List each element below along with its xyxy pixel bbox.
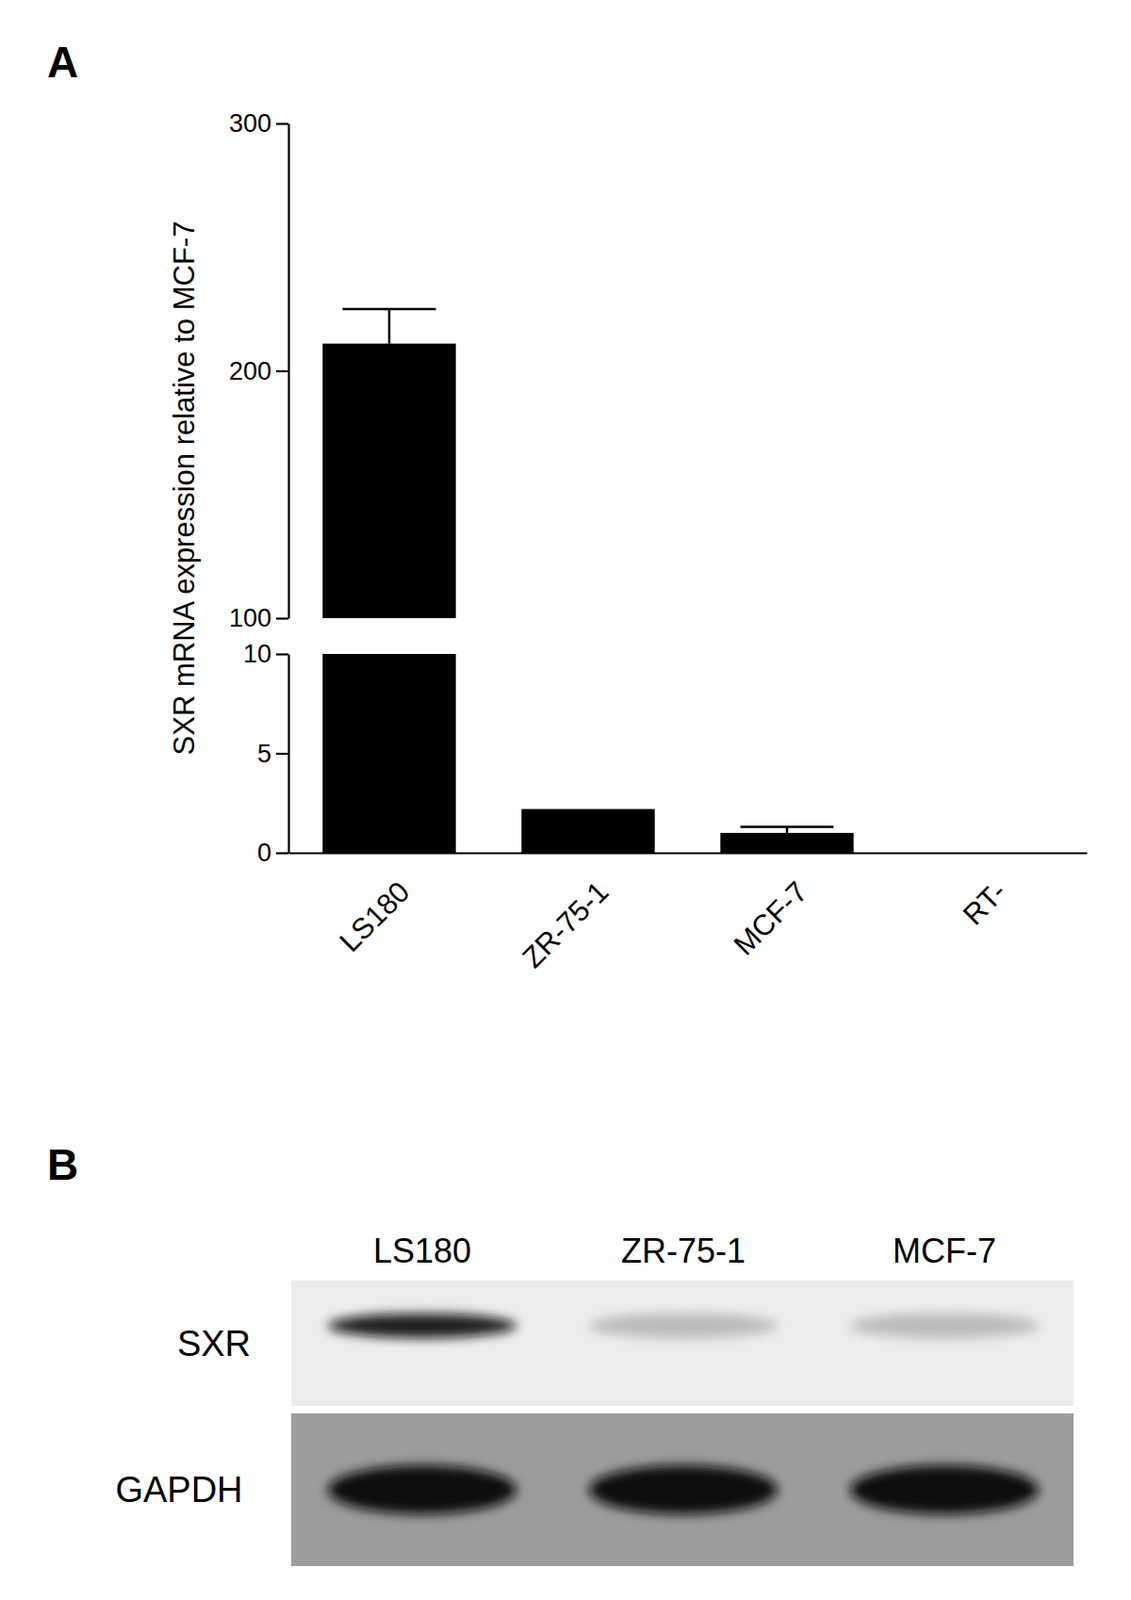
y-tick-label: 10	[243, 639, 272, 669]
bar	[720, 833, 853, 853]
x-tick-label: ZR-75-1	[515, 875, 615, 975]
y-tick-mark	[276, 370, 289, 373]
blot-band	[589, 1465, 778, 1515]
bar	[322, 344, 456, 619]
y-tick: 100	[229, 604, 289, 633]
lane-label: LS180	[373, 1231, 472, 1271]
x-tick: RT-	[956, 852, 1014, 932]
blot-strip	[291, 1413, 1074, 1567]
bar	[322, 654, 456, 853]
y-tick-mark	[276, 122, 289, 125]
blot-band	[850, 1465, 1039, 1515]
figure: A 0 5 10 100 200 300 LS180 ZR-75-1 MCF-7 RT- SXR mR…	[0, 0, 1131, 1600]
lane-label: ZR-75-1	[621, 1231, 746, 1271]
x-tick-label: MCF-7	[727, 875, 815, 963]
blot-band	[850, 1313, 1039, 1339]
x-tick-label: RT-	[956, 875, 1014, 933]
panel-label: A	[47, 37, 79, 87]
y-axis-title: SXR mRNA expression relative to MCF-7	[167, 221, 201, 756]
error-cap	[343, 308, 437, 312]
y-tick-mark	[276, 617, 289, 620]
y-tick-mark	[276, 653, 289, 656]
y-axis-lower: 0 5 10	[243, 639, 290, 868]
bar	[521, 809, 655, 853]
blot-strip	[291, 1280, 1074, 1407]
axis-line	[289, 852, 1088, 854]
plot-upper	[322, 309, 456, 619]
x-axis: LS180 ZR-75-1 MCF-7 RT-	[289, 852, 1088, 975]
x-tick: LS180	[332, 852, 416, 959]
error-bar	[740, 827, 835, 834]
y-tick: 0	[257, 838, 289, 868]
y-tick-mark	[276, 852, 289, 854]
error-stem	[388, 309, 392, 345]
plot-lower	[322, 654, 853, 853]
y-tick: 300	[229, 109, 289, 138]
y-tick-label: 5	[257, 739, 272, 769]
blot-band	[327, 1465, 517, 1515]
x-tick: MCF-7	[727, 852, 815, 962]
row-label: GAPDH	[114, 1470, 243, 1510]
blot-band	[327, 1313, 517, 1339]
y-tick: 10	[243, 639, 289, 669]
x-tick: ZR-75-1	[515, 852, 615, 975]
blot-band	[589, 1313, 778, 1339]
x-tick-label: LS180	[332, 875, 416, 959]
lane-label: MCF-7	[892, 1231, 997, 1271]
y-tick-label: 200	[229, 357, 272, 386]
error-cap	[740, 825, 835, 829]
panel-label: B	[47, 1140, 79, 1190]
row-label: SXR	[177, 1324, 251, 1364]
y-tick-label: 100	[229, 604, 272, 633]
y-tick-label: 300	[229, 109, 272, 138]
y-tick: 5	[257, 739, 289, 769]
y-tick: 200	[229, 357, 289, 386]
y-axis-upper: 100 200 300	[229, 109, 290, 633]
error-bar	[343, 309, 437, 345]
y-tick-label: 0	[257, 838, 272, 868]
y-tick-mark	[276, 753, 289, 755]
